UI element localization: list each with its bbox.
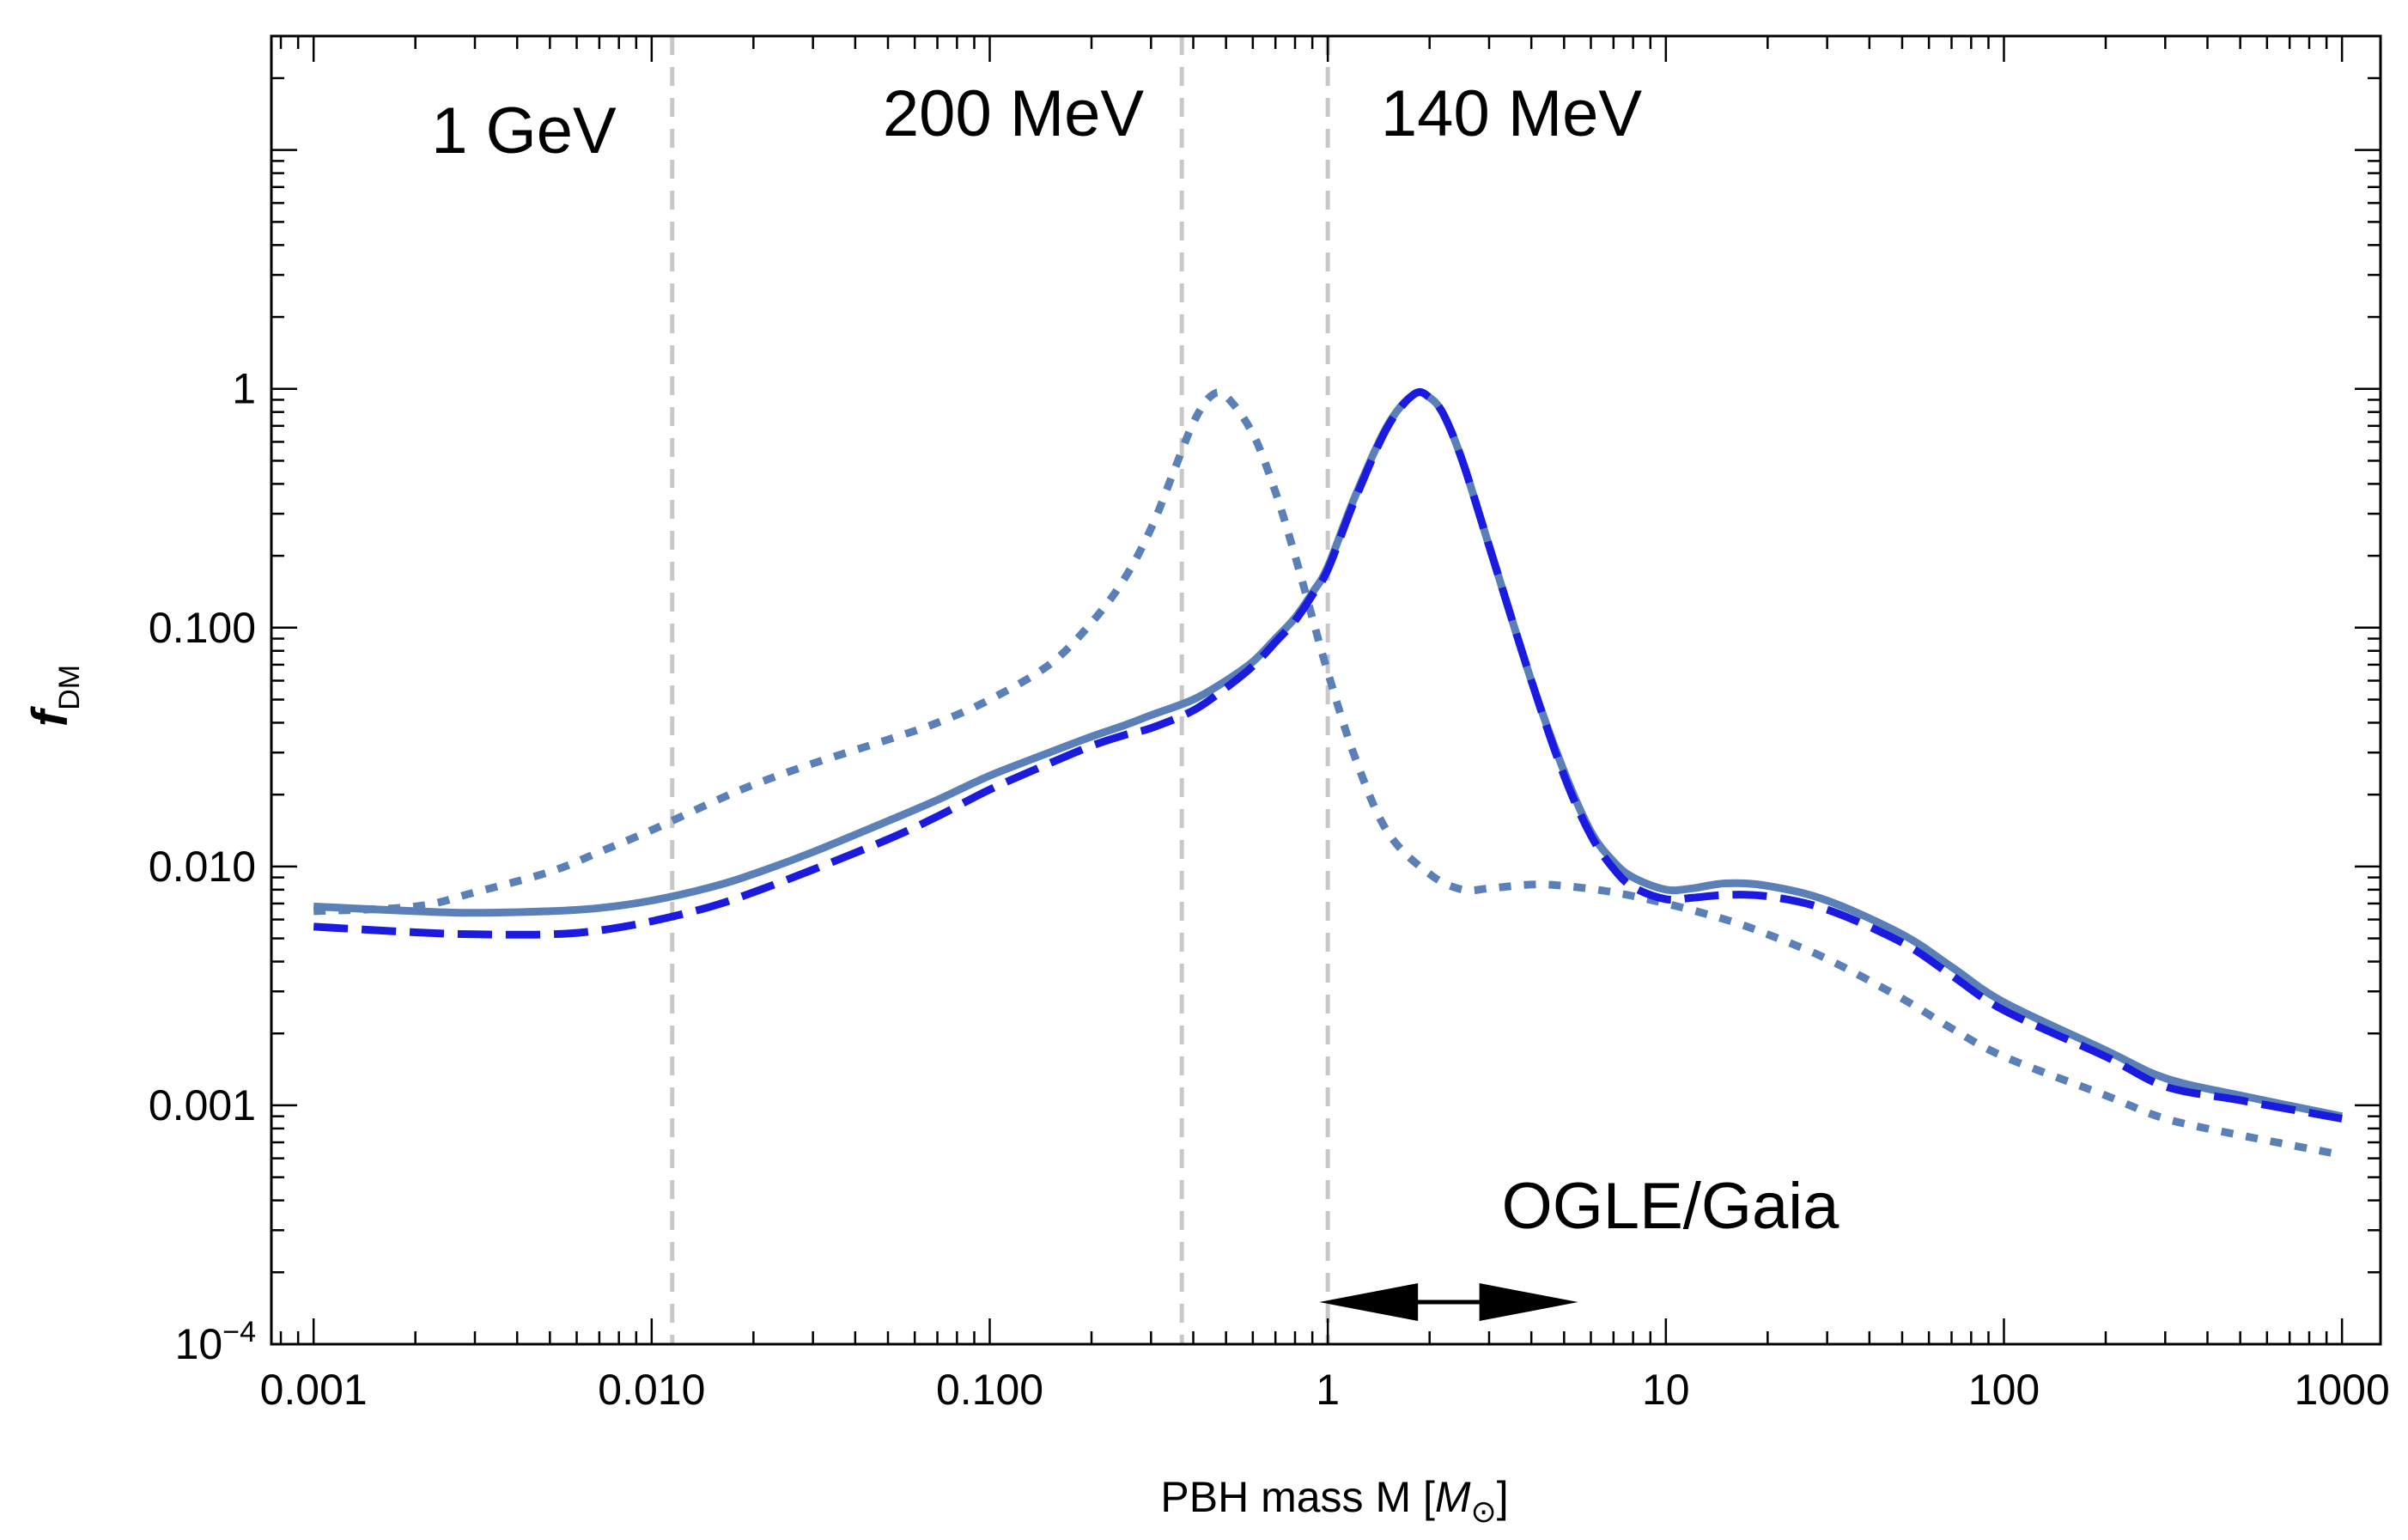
series-group bbox=[313, 388, 2344, 1160]
range-arrow-left-head bbox=[1319, 1283, 1419, 1322]
vertical-reference-lines bbox=[670, 36, 1330, 1344]
vertical-line-label-2: 140 MeV bbox=[1381, 77, 1642, 150]
y-tick-label-3: 0.100 bbox=[149, 604, 256, 652]
x-axis-title: PBH mass M [M⊙] bbox=[1160, 1473, 1508, 1529]
range-annotation: OGLE/Gaia bbox=[1319, 1170, 1840, 1322]
y-tick-labels: 10−4 0.001 0.010 0.100 1 bbox=[149, 365, 256, 1368]
vertical-line-label-1: 200 MeV bbox=[883, 77, 1144, 150]
series-line-dashed bbox=[313, 388, 2343, 1123]
x-tick-label-4: 10 bbox=[1642, 1366, 1690, 1414]
range-arrow-right-head bbox=[1479, 1283, 1578, 1322]
vertical-line-labels: 1 GeV 200 MeV 140 MeV bbox=[431, 77, 1642, 167]
series-line-solid bbox=[313, 388, 2344, 1121]
x-tick-label-3: 1 bbox=[1316, 1366, 1340, 1414]
x-tick-label-1: 0.010 bbox=[598, 1366, 705, 1414]
y-tick-label-4: 1 bbox=[232, 365, 256, 413]
y-tick-label-0: 10−4 bbox=[175, 1316, 256, 1368]
x-tick-label-6: 1000 bbox=[2295, 1366, 2390, 1414]
range-annotation-label: OGLE/Gaia bbox=[1502, 1170, 1840, 1243]
y-tick-label-2: 0.010 bbox=[149, 843, 256, 891]
x-tick-label-5: 100 bbox=[1968, 1366, 2040, 1414]
x-tick-label-2: 0.100 bbox=[936, 1366, 1043, 1414]
y-tick-label-1: 0.001 bbox=[149, 1081, 256, 1129]
x-tick-labels: 0.001 0.010 0.100 1 10 100 1000 bbox=[260, 1366, 2390, 1414]
plot-frame bbox=[270, 34, 2382, 1346]
vertical-line-label-0: 1 GeV bbox=[431, 94, 617, 167]
x-tick-label-0: 0.001 bbox=[260, 1366, 368, 1414]
series-line-dotted bbox=[313, 388, 2343, 1160]
